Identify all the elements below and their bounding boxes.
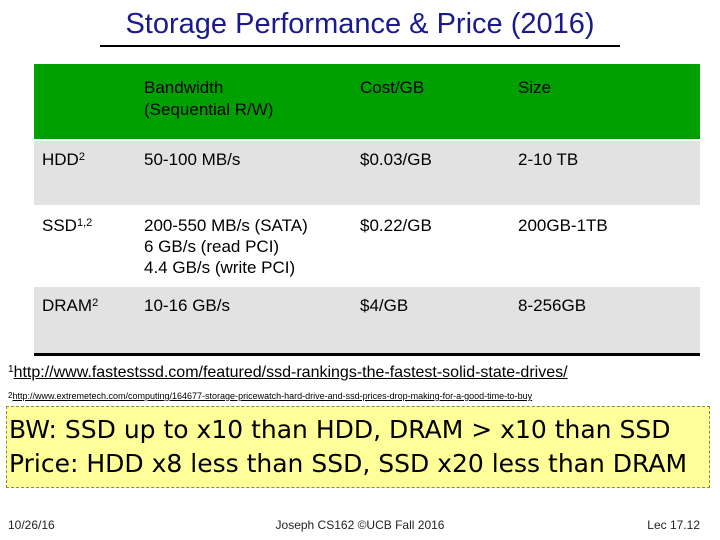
row-label-ssd: SSD1,2 [42,216,93,235]
ssd-bandwidth-write-pci: 4.4 GB/s (write PCI) [144,258,296,277]
dram-size: 8-256GB [518,296,587,315]
callout-line-bandwidth: BW: SSD up to x10 than HDD, DRAM > x10 t… [9,415,671,444]
footnote-1: 1http://www.fastestssd.com/featured/ssd-… [8,364,568,382]
hdd-size: 2-10 TB [518,150,579,169]
hdd-cost: $0.03/GB [360,150,432,169]
footnote-2: 2http://www.extremetech.com/computing/16… [8,391,532,401]
footer-course: Joseph CS162 ©UCB Fall 2016 [275,518,445,532]
title-underline [100,45,620,47]
row-label-hdd: HDD2 [42,150,85,169]
header-bandwidth-line1: Bandwidth [144,78,224,97]
summary-callout: BW: SSD up to x10 than HDD, DRAM > x10 t… [6,406,710,488]
hdd-footnote-ref: 2 [78,151,85,163]
ssd-cost: $0.22/GB [360,216,432,235]
slide-title: Storage Performance & Price (2016) [125,8,595,40]
footnote-2-link[interactable]: http://www.extremetech.com/computing/164… [12,391,533,401]
footnote-2-number: 2 [8,391,13,400]
header-cost: Cost/GB [360,78,425,97]
table-row-hdd: HDD2 50-100 MB/s $0.03/GB 2-10 TB [34,140,700,206]
header-empty [34,64,136,140]
row-label-dram: DRAM2 [42,296,99,315]
storage-table: Bandwidth (Sequential R/W) Cost/GB Size … [34,64,700,356]
table-header-row: Bandwidth (Sequential R/W) Cost/GB Size [34,64,700,140]
footnote-1-link[interactable]: http://www.fastestssd.com/featured/ssd-r… [13,364,568,381]
footer-lecture: Lec 17.12 [647,518,700,532]
table-row-dram: DRAM2 10-16 GB/s $4/GB 8-256GB [34,286,700,354]
table-row-ssd: SSD1,2 200-550 MB/s (SATA) 6 GB/s (read … [34,206,700,286]
ssd-footnote-ref: 1,2 [76,217,93,229]
footer-date: 10/26/16 [8,518,55,532]
ssd-size: 200GB-1TB [518,216,608,235]
header-bandwidth-line2: (Sequential R/W) [144,100,274,119]
dram-footnote-ref: 2 [92,297,99,309]
header-bandwidth: Bandwidth (Sequential R/W) [136,64,352,140]
header-size: Size [518,78,552,97]
ssd-bandwidth-read-pci: 6 GB/s (read PCI) [144,237,280,256]
callout-line-price: Price: HDD x8 less than SSD, SSD x20 les… [9,449,688,478]
ssd-bandwidth: 200-550 MB/s (SATA) 6 GB/s (read PCI) 4.… [136,206,352,286]
footnote-1-number: 1 [8,364,14,375]
hdd-bandwidth: 50-100 MB/s [144,150,241,169]
dram-cost: $4/GB [360,296,409,315]
ssd-bandwidth-sata: 200-550 MB/s (SATA) [144,216,308,235]
dram-bandwidth: 10-16 GB/s [144,296,230,315]
